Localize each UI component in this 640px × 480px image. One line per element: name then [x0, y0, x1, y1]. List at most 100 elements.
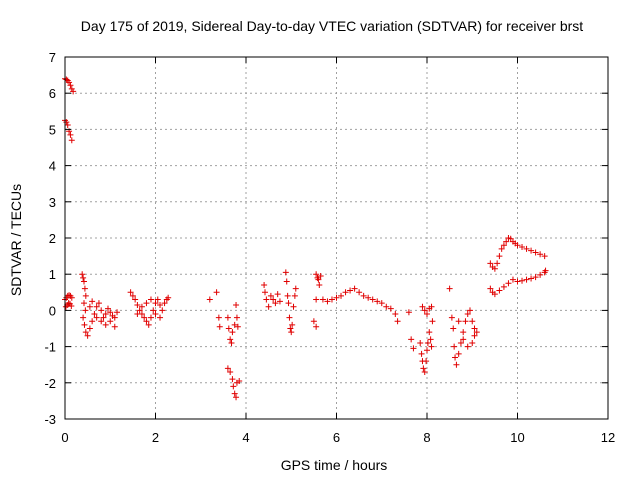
data-point: [487, 260, 494, 267]
data-point: [292, 285, 299, 292]
data-point: [383, 303, 390, 310]
data-point: [328, 296, 335, 303]
data-point: [418, 350, 425, 357]
data-point: [452, 354, 459, 361]
data-point: [107, 318, 114, 325]
data-point: [466, 307, 473, 314]
data-point: [496, 253, 503, 260]
y-tick-label: 1: [49, 267, 56, 282]
data-point: [333, 294, 340, 301]
data-point: [213, 289, 220, 296]
data-point: [500, 242, 507, 249]
data-point: [428, 343, 435, 350]
data-point: [519, 244, 526, 251]
data-point: [315, 276, 322, 283]
data-point: [464, 311, 471, 318]
data-point: [519, 277, 526, 284]
data-point: [68, 294, 75, 301]
x-tick-label: 0: [61, 430, 68, 445]
data-point: [81, 278, 88, 285]
data-point: [532, 274, 539, 281]
data-point: [471, 325, 478, 332]
data-point: [91, 311, 98, 318]
y-tick-label: -2: [44, 376, 56, 391]
data-point: [233, 394, 240, 401]
data-point: [419, 303, 426, 310]
data-point: [542, 267, 549, 274]
data-point: [313, 323, 320, 330]
data-point: [338, 292, 345, 299]
x-tick-label: 12: [601, 430, 615, 445]
data-point: [287, 325, 294, 332]
data-point: [102, 311, 109, 318]
data-point: [455, 350, 462, 357]
x-tick-label: 10: [510, 430, 524, 445]
data-point: [498, 245, 505, 252]
y-tick-label: -3: [44, 412, 56, 427]
data-point: [81, 285, 88, 292]
data-point: [228, 339, 235, 346]
data-point: [147, 296, 154, 303]
data-point: [428, 303, 435, 310]
data-point: [286, 314, 293, 321]
data-point: [224, 365, 231, 372]
data-point: [231, 321, 238, 328]
data-point: [233, 314, 240, 321]
data-point: [448, 314, 455, 321]
data-point: [469, 339, 476, 346]
data-point: [261, 282, 268, 289]
data-point: [514, 242, 521, 249]
data-point: [290, 303, 297, 310]
data-point: [134, 311, 141, 318]
data-point: [289, 321, 296, 328]
x-tick-label: 8: [423, 430, 430, 445]
data-point: [143, 318, 150, 325]
y-axis-label: SDTVAR / TECUs: [8, 184, 24, 296]
data-point: [405, 309, 412, 316]
data-point: [270, 296, 277, 303]
data-point: [80, 274, 87, 281]
data-point: [282, 269, 289, 276]
data-point: [104, 305, 111, 312]
data-point: [410, 345, 417, 352]
data-point: [503, 238, 510, 245]
data-point: [288, 329, 295, 336]
x-tick-label: 4: [242, 430, 249, 445]
data-point: [147, 314, 154, 321]
data-point: [89, 298, 96, 305]
data-point: [460, 336, 467, 343]
data-point: [86, 303, 93, 310]
data-point: [98, 318, 105, 325]
data-point: [70, 88, 77, 95]
data-point: [127, 289, 134, 296]
data-point: [420, 365, 427, 372]
data-point: [225, 325, 232, 332]
data-point: [143, 300, 150, 307]
data-point: [215, 314, 222, 321]
data-point: [276, 298, 283, 305]
data-point: [360, 292, 367, 299]
data-point: [473, 329, 480, 336]
data-point: [159, 307, 166, 314]
data-point: [356, 289, 363, 296]
data-point: [98, 307, 105, 314]
data-point: [141, 314, 148, 321]
data-point: [111, 323, 118, 330]
data-point: [426, 329, 433, 336]
data-point: [514, 278, 521, 285]
data-point: [267, 292, 274, 299]
data-point: [224, 314, 231, 321]
data-point: [537, 271, 544, 278]
data-point: [291, 292, 298, 299]
data-point: [319, 296, 326, 303]
data-point: [233, 301, 240, 308]
data-point: [150, 307, 157, 314]
data-point: [68, 85, 75, 92]
data-point: [462, 318, 469, 325]
data-point: [313, 296, 320, 303]
data-point: [86, 325, 93, 332]
data-point: [342, 289, 349, 296]
data-point: [423, 358, 430, 365]
data-point: [455, 318, 462, 325]
data-point: [265, 303, 272, 310]
